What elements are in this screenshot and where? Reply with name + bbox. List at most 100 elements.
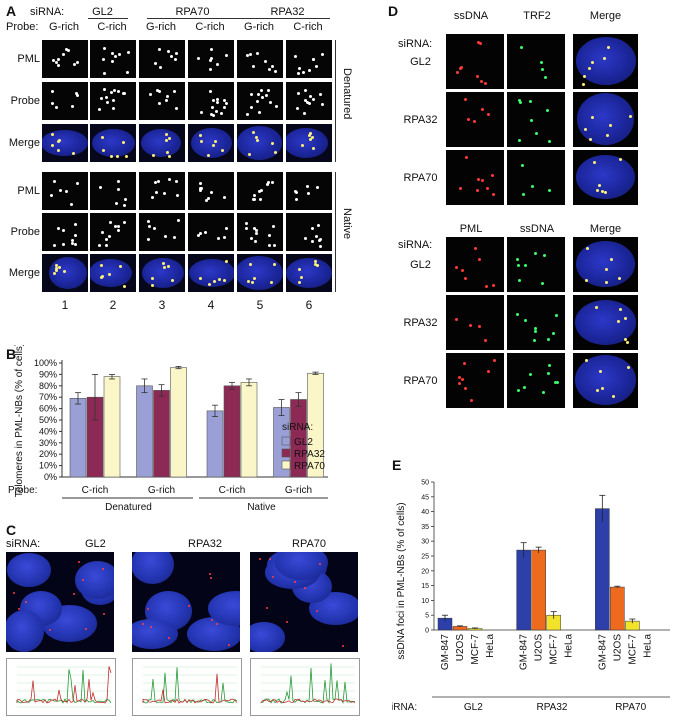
nucleus [574, 354, 637, 406]
group-label-gl2: GL2 [464, 702, 483, 713]
focus-dot [50, 144, 54, 147]
focus-dot [206, 197, 210, 201]
row-label-pml: PML [17, 53, 40, 65]
focus-dot [147, 224, 151, 228]
cell-line-label: U2OS [455, 634, 466, 662]
focus-dot [259, 188, 263, 192]
group-divider [147, 18, 327, 19]
focus-dot [76, 61, 80, 65]
focus-dot [116, 90, 120, 94]
focus-dot [458, 381, 462, 385]
focus-dot [98, 244, 102, 248]
focus-dot [311, 135, 315, 139]
confocal-image-gl2 [6, 552, 114, 652]
y-tick-label: 0% [44, 472, 57, 482]
bar-gl2 [136, 385, 153, 478]
focus-dot [165, 150, 169, 154]
focus-dot [222, 236, 226, 240]
focus-dot [585, 246, 589, 250]
focus-dot [519, 45, 523, 49]
micrograph-tile [188, 82, 234, 120]
focus-dot [252, 131, 256, 135]
focus-dot [253, 239, 257, 243]
focus-dot [530, 184, 534, 188]
chart-e: 0 5 10 15 20 25 30 35 40 45 50 ssDNA foci in PML-NB… [392, 480, 670, 713]
focus-dot [540, 61, 543, 64]
focus-dot [300, 276, 304, 280]
focus-dot [246, 280, 250, 284]
focus-dot [316, 224, 320, 228]
focus-dot [304, 98, 308, 102]
focus-dot [156, 88, 160, 92]
focus-dot [76, 94, 80, 97]
focus-dot [272, 243, 276, 247]
y-axis-label: ssDNA foci in PML-NBs (% of cells) [396, 502, 407, 659]
row-label-merge: Merge [8, 137, 40, 149]
focus-dot [123, 284, 127, 288]
focus-dot [314, 234, 318, 238]
micrograph-tile [237, 40, 283, 78]
nucleus [575, 37, 636, 85]
micrograph-tile [42, 172, 88, 210]
micrograph-tile [139, 82, 185, 120]
focus-dot [198, 181, 202, 185]
focus-dot [486, 370, 490, 374]
y-tick-label: 70% [39, 392, 57, 402]
focus-dot [251, 280, 255, 284]
focus-dot [57, 149, 60, 152]
focus-dot [459, 67, 462, 71]
focus-dot [199, 186, 203, 190]
focus-dot [174, 52, 178, 56]
d-tile [446, 237, 504, 292]
focus-dot [151, 195, 155, 199]
focus-dot [294, 190, 298, 194]
probe-tick-label: C-rich [82, 485, 109, 496]
focus-dot [463, 361, 467, 365]
focus-dot [266, 606, 269, 609]
focus-dot [110, 90, 114, 94]
focus-dot [258, 110, 262, 114]
focus-dot [600, 189, 604, 193]
focus-dot [604, 268, 608, 272]
focus-dot [73, 233, 77, 237]
micrograph-tile [139, 172, 185, 210]
focus-dot [56, 140, 60, 144]
focus-dot [122, 140, 126, 144]
focus-dot [111, 107, 115, 111]
focus-dot [57, 57, 61, 61]
d-row-label-rpa32: RPA32 [403, 114, 438, 126]
cell-line-label: HeLa [485, 634, 496, 658]
focus-dot [126, 71, 130, 75]
focus-dot [63, 269, 67, 273]
focus-dot [209, 57, 213, 61]
focus-dot [173, 90, 177, 94]
focus-dot [223, 105, 227, 109]
y-tick-label: 30% [39, 438, 57, 448]
focus-dot [198, 276, 202, 280]
focus-dot [595, 305, 599, 309]
focus-dot [260, 96, 264, 100]
focus-dot [98, 186, 102, 190]
d-tile [446, 353, 504, 408]
focus-dot [163, 191, 166, 195]
focus-dot [624, 316, 628, 320]
focus-dot [62, 53, 66, 57]
focus-dot [588, 67, 592, 71]
focus-dot [476, 188, 480, 192]
c-group-rpa70: RPA70 [292, 538, 327, 550]
focus-dot [225, 260, 229, 264]
focus-dot [272, 262, 276, 266]
focus-dot [605, 133, 609, 137]
focus-dot [82, 578, 85, 581]
nucleus [250, 622, 285, 652]
focus-dot [517, 99, 521, 103]
focus-dot [459, 187, 463, 191]
focus-dot [476, 41, 480, 45]
focus-dot [116, 179, 120, 183]
focus-dot [115, 155, 119, 159]
micrograph-tile [286, 254, 332, 292]
cell-line-label: GM-847 [597, 634, 608, 671]
micrograph-tile [237, 172, 283, 210]
focus-dot [304, 237, 308, 241]
focus-dot [307, 134, 311, 138]
